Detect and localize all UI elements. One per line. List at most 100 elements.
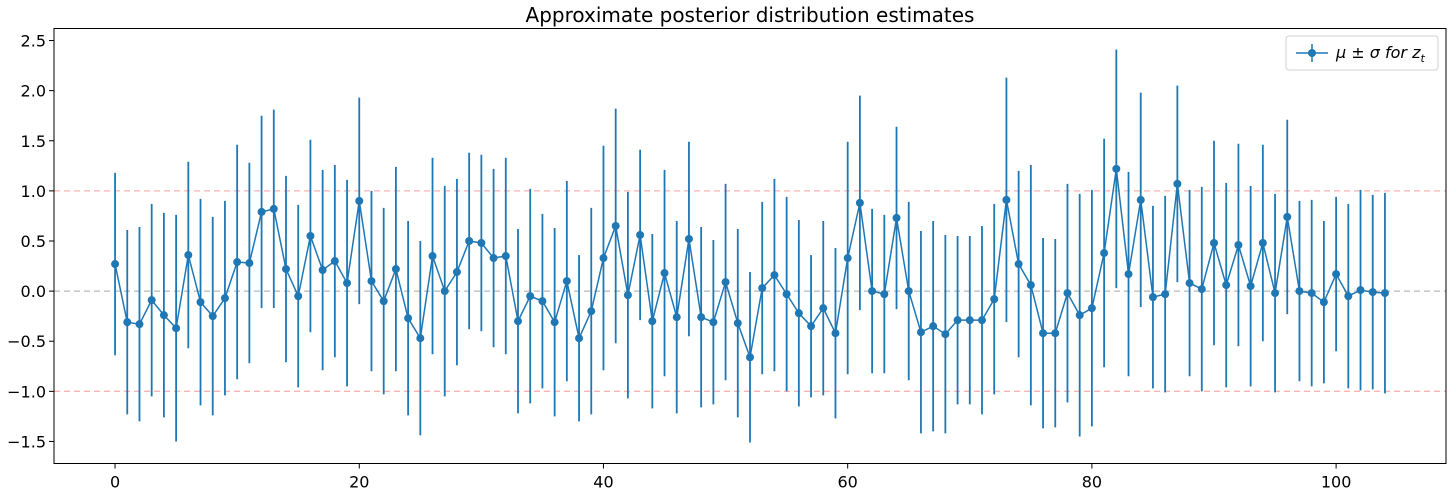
data-point-16 <box>306 231 315 240</box>
data-point-45 <box>660 269 669 278</box>
data-point-61 <box>855 198 864 207</box>
data-point-82 <box>1112 164 1121 173</box>
data-point-103 <box>1368 288 1377 297</box>
data-point-97 <box>1295 287 1304 296</box>
data-point-30 <box>477 238 486 247</box>
data-point-101 <box>1344 292 1353 301</box>
data-point-79 <box>1075 311 1084 320</box>
legend-marker-swatch <box>1308 49 1316 57</box>
data-point-20 <box>355 196 364 205</box>
data-point-41 <box>611 221 620 230</box>
data-point-17 <box>318 266 327 275</box>
data-point-6 <box>184 251 193 260</box>
data-point-29 <box>465 236 474 245</box>
data-point-89 <box>1197 285 1206 294</box>
data-point-4 <box>159 311 168 320</box>
data-point-85 <box>1148 293 1157 302</box>
y-tick-label-0: −1.5 <box>7 432 46 451</box>
y-tick-label-1: −1.0 <box>7 382 46 401</box>
x-tick-label-100: 100 <box>1321 473 1352 492</box>
data-point-71 <box>978 316 986 325</box>
y-axis-ticks: −1.5 −1.0 −0.5 0.0 0.5 1.0 1.5 2.0 2.5 <box>7 32 54 451</box>
y-tick-label-5: 1.0 <box>21 182 46 201</box>
data-point-51 <box>733 319 742 328</box>
data-point-10 <box>233 258 242 267</box>
data-point-46 <box>672 313 681 322</box>
data-point-7 <box>196 298 205 307</box>
data-point-90 <box>1210 238 1218 247</box>
data-point-59 <box>831 329 840 338</box>
data-point-14 <box>282 265 290 274</box>
data-point-78 <box>1063 289 1072 298</box>
data-point-19 <box>343 279 352 288</box>
x-tick-label-20: 20 <box>349 473 369 492</box>
data-point-76 <box>1039 329 1048 338</box>
data-point-37 <box>562 277 571 286</box>
data-point-25 <box>416 334 425 343</box>
data-point-43 <box>636 230 645 239</box>
legend-label-subscript: t <box>1420 52 1425 65</box>
data-point-93 <box>1246 282 1255 291</box>
data-point-12 <box>257 207 266 216</box>
data-point-9 <box>220 294 229 303</box>
data-point-40 <box>599 254 608 263</box>
data-point-50 <box>721 278 730 287</box>
data-point-57 <box>807 322 816 331</box>
error-bars <box>114 49 1386 443</box>
data-point-32 <box>501 252 510 261</box>
data-points <box>111 164 1389 362</box>
x-axis-ticks: 0 20 40 60 80 100 <box>110 463 1352 492</box>
data-point-31 <box>489 254 498 263</box>
data-point-49 <box>709 318 718 327</box>
data-point-2 <box>135 320 144 329</box>
data-point-0 <box>111 260 120 269</box>
data-point-23 <box>391 265 400 274</box>
chart-title: Approximate posterior distribution estim… <box>526 3 975 27</box>
data-point-27 <box>440 287 449 296</box>
data-point-58 <box>819 304 828 313</box>
legend-label-main: μ ± σ for z <box>1335 43 1421 62</box>
data-point-88 <box>1185 279 1194 288</box>
x-tick-label-0: 0 <box>110 473 120 492</box>
y-tick-label-4: 0.5 <box>21 232 46 251</box>
data-point-1 <box>123 318 132 327</box>
x-tick-label-80: 80 <box>1082 473 1102 492</box>
data-point-98 <box>1307 289 1316 298</box>
data-point-8 <box>208 312 217 321</box>
data-point-72 <box>990 295 999 304</box>
data-point-75 <box>1026 281 1035 290</box>
data-point-55 <box>782 290 791 299</box>
legend-label: μ ± σ for zt <box>1335 43 1425 65</box>
data-point-36 <box>550 318 559 327</box>
x-tick-label-60: 60 <box>838 473 858 492</box>
legend-box <box>1285 35 1439 71</box>
data-point-24 <box>404 314 413 323</box>
data-point-67 <box>929 322 938 331</box>
legend: μ ± σ for zt <box>1285 35 1439 71</box>
data-point-96 <box>1283 212 1292 221</box>
data-point-99 <box>1319 298 1328 307</box>
data-point-94 <box>1258 238 1267 247</box>
data-point-100 <box>1332 270 1341 279</box>
data-point-91 <box>1222 281 1231 290</box>
data-point-73 <box>1002 195 1011 204</box>
data-point-87 <box>1173 179 1182 188</box>
data-point-26 <box>428 252 437 261</box>
data-point-44 <box>648 317 657 326</box>
data-point-35 <box>538 297 547 306</box>
data-point-84 <box>1136 195 1145 204</box>
data-point-18 <box>330 257 339 266</box>
data-point-102 <box>1356 286 1365 295</box>
data-point-74 <box>1014 260 1023 269</box>
data-point-95 <box>1271 289 1280 298</box>
data-point-22 <box>379 297 388 306</box>
y-tick-label-6: 1.5 <box>21 132 46 151</box>
data-point-11 <box>245 259 254 268</box>
data-point-28 <box>452 268 461 277</box>
data-point-15 <box>294 292 303 301</box>
x-tick-label-40: 40 <box>593 473 613 492</box>
data-point-48 <box>697 313 706 322</box>
data-point-21 <box>367 277 376 286</box>
